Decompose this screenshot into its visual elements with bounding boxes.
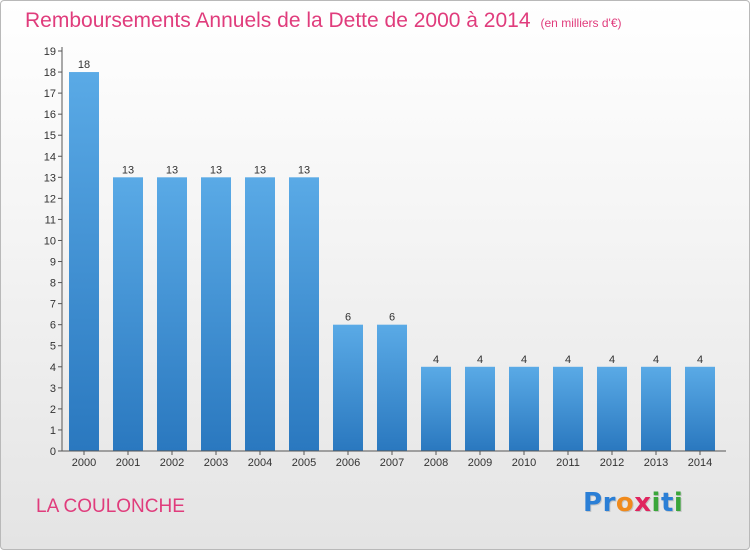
bar-2005: [289, 177, 319, 451]
value-label: 4: [609, 354, 615, 366]
value-label: 4: [521, 354, 527, 366]
chart-title: Remboursements Annuels de la Dette de 20…: [25, 9, 622, 33]
y-tick-label: 8: [50, 278, 56, 290]
bar-2000: [69, 72, 99, 451]
bar-2012: [597, 366, 627, 451]
x-tick-label: 2006: [336, 457, 360, 469]
y-tick-label: 18: [44, 67, 56, 79]
bar-2004: [245, 177, 275, 451]
bar-2011: [553, 366, 583, 451]
value-label: 4: [697, 354, 703, 366]
bar-2006: [333, 324, 363, 451]
bar-2007: [377, 324, 407, 451]
x-tick-label: 2003: [204, 457, 228, 469]
y-tick-label: 15: [44, 130, 56, 142]
chart-unit: (en milliers d'€): [540, 16, 622, 30]
x-tick-label: 2007: [380, 457, 404, 469]
x-tick-label: 2014: [688, 457, 712, 469]
brand-letter: t: [660, 488, 674, 518]
value-label: 13: [254, 164, 266, 176]
x-tick-label: 2011: [556, 457, 580, 469]
brand-letter: i: [673, 488, 684, 518]
brand-letter: o: [615, 488, 635, 518]
bar-2002: [157, 177, 187, 451]
value-label: 6: [389, 312, 395, 324]
y-tick-label: 1: [50, 425, 56, 437]
value-label: 6: [345, 312, 351, 324]
brand-letter: x: [634, 488, 652, 518]
x-axis: 2000 2001 2002 2003 2004 2005 2006 2007 2008 2009…: [62, 450, 726, 469]
bar-2014: [685, 366, 715, 451]
y-tick-label: 19: [44, 46, 56, 58]
y-tick-label: 3: [50, 383, 56, 395]
x-tick-label: 2010: [512, 457, 536, 469]
proxiti-logo: Proxiti: [583, 488, 683, 518]
x-tick-label: 2005: [292, 457, 316, 469]
y-tick-label: 6: [50, 320, 56, 332]
x-tick-label: 2009: [468, 457, 492, 469]
y-tick-label: 11: [45, 214, 56, 226]
brand-letter: r: [602, 488, 616, 518]
bars: 18 13 13 13 13 13 6 6 4 4 4 4 4 4 4: [69, 59, 715, 451]
x-tick-label: 2002: [160, 457, 184, 469]
y-tick-label: 16: [44, 109, 56, 121]
bar-2001: [113, 177, 143, 451]
chart-title-text: Remboursements Annuels de la Dette de 20…: [25, 9, 531, 32]
bar-2008: [421, 366, 451, 451]
bar-2009: [465, 366, 495, 451]
value-label: 13: [298, 164, 310, 176]
bar-2010: [509, 366, 539, 451]
y-tick-label: 2: [50, 404, 56, 416]
bar-2013: [641, 366, 671, 451]
commune-name: LA COULONCHE: [36, 496, 185, 517]
x-tick-label: 2013: [644, 457, 668, 469]
value-label: 18: [78, 59, 90, 71]
value-label: 13: [210, 164, 222, 176]
brand-letter: P: [583, 488, 603, 518]
value-label: 13: [122, 164, 134, 176]
value-label: 4: [653, 354, 659, 366]
brand-letter: i: [651, 488, 661, 518]
value-label: 4: [477, 354, 483, 366]
value-label: 4: [433, 354, 439, 366]
bar-2003: [201, 177, 231, 451]
x-tick-label: 2004: [248, 457, 272, 469]
value-label: 4: [565, 354, 571, 366]
y-tick-label: 14: [44, 151, 56, 163]
y-tick-label: 9: [50, 257, 56, 269]
y-tick-label: 7: [50, 299, 56, 311]
y-tick-label: 13: [44, 172, 56, 184]
x-tick-label: 2000: [72, 457, 96, 469]
y-tick-label: 17: [44, 88, 56, 100]
y-tick-label: 12: [44, 193, 56, 205]
y-tick-label: 10: [44, 235, 56, 247]
x-tick-label: 2001: [116, 457, 140, 469]
x-tick-label: 2012: [600, 457, 624, 469]
y-tick-label: 0: [50, 446, 56, 458]
y-tick-label: 5: [50, 341, 56, 353]
x-tick-label: 2008: [424, 457, 448, 469]
value-label: 13: [166, 164, 178, 176]
y-tick-label: 4: [50, 362, 56, 374]
